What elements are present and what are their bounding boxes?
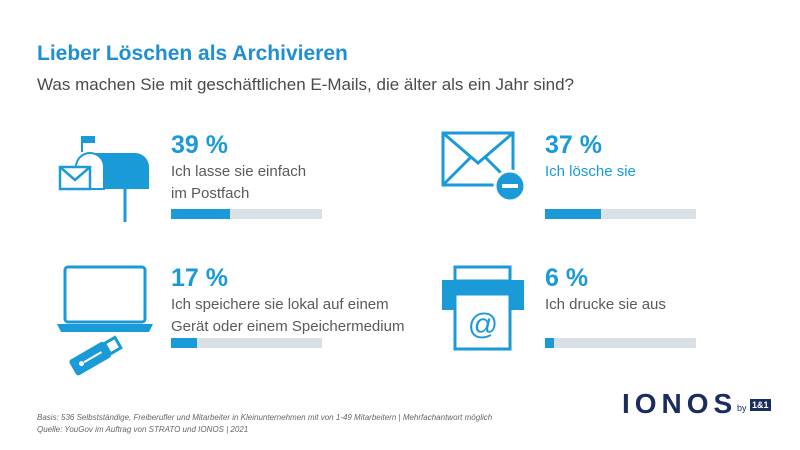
answer-label: Ich speichere sie lokal auf einem Gerät o… <box>171 294 431 338</box>
stat-item: 17 % Ich speichere sie lokal auf einem Ge… <box>171 264 404 338</box>
page-subtitle: Was machen Sie mit geschäftlichen E-Mail… <box>37 75 574 94</box>
stat-item: 6 % Ich drucke sie aus <box>545 264 745 316</box>
page-title: Lieber Löschen als Archivieren <box>37 42 348 65</box>
progress-bar <box>171 209 322 219</box>
printer-at-icon: @ <box>442 265 524 351</box>
stat-item: 39 % Ich lasse sie einfach im Postfach <box>171 131 371 205</box>
logo-by: by <box>737 403 747 413</box>
laptop-usb-icon <box>57 265 153 376</box>
footnote-basis: Basis: 536 Selbstständige, Freiberufler … <box>37 413 493 422</box>
progress-fill <box>171 209 230 219</box>
progress-fill <box>545 338 555 348</box>
percent-label: 39 % <box>171 131 228 159</box>
progress-bar <box>545 209 696 219</box>
progress-bar <box>545 338 696 348</box>
percent-label: 17 % <box>171 264 228 292</box>
answer-line: im Postfach <box>171 185 250 202</box>
progress-fill <box>171 338 197 348</box>
answer-label: Ich drucke sie aus <box>545 296 666 313</box>
percent-label: 6 % <box>545 264 589 292</box>
progress-fill <box>545 209 601 219</box>
footnote-source: Quelle: YouGov im Auftrag von STRATO und… <box>37 425 249 434</box>
answer-label: Ich lösche sie <box>545 163 636 180</box>
percent-label: 37 % <box>545 131 602 159</box>
svg-text:@: @ <box>468 308 498 341</box>
ionos-logo: IONOS <box>622 388 738 419</box>
answer-line: Ich speichere sie lokal auf einem <box>171 296 389 313</box>
stat-item: 37 % Ich lösche sie <box>545 131 745 183</box>
mailbox-icon <box>58 136 149 222</box>
logo-1und1: 1&1 <box>750 399 771 411</box>
envelope-minus-icon <box>441 131 527 203</box>
answer-label: Ich lasse sie einfach im Postfach <box>171 161 431 205</box>
progress-bar <box>171 338 322 348</box>
answer-line: Ich lasse sie einfach <box>171 163 307 180</box>
answer-line: Gerät oder einem Speichermedium <box>171 318 405 335</box>
